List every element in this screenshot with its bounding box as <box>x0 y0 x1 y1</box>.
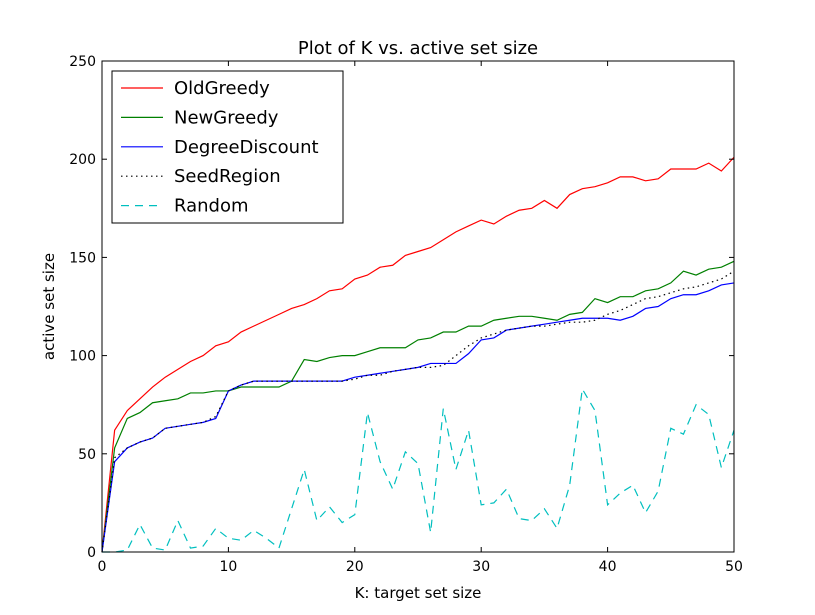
x-tick-label: 40 <box>599 559 617 575</box>
legend: OldGreedy NewGreedy DegreeDiscount SeedRegi… <box>111 70 344 224</box>
series-line-degreediscount <box>101 282 735 553</box>
x-tick-label: 10 <box>219 559 237 575</box>
x-tick-label: 0 <box>98 559 107 575</box>
x-axis-label: K: target set size <box>355 584 482 602</box>
series-line-oldgreedy <box>101 156 735 553</box>
x-tick-label: 30 <box>472 559 490 575</box>
legend-label-degreediscount: DegreeDiscount <box>174 137 319 158</box>
series-line-newgreedy <box>101 260 735 553</box>
y-tick-label: 0 <box>87 545 96 561</box>
y-tick-label: 150 <box>69 250 96 266</box>
y-tick-label: 50 <box>78 447 96 463</box>
y-axis-label: active set size <box>40 253 58 360</box>
series-layer <box>101 156 735 553</box>
y-tick-label: 250 <box>69 54 96 70</box>
series-line-random <box>102 387 735 553</box>
plot-frame <box>101 60 735 553</box>
x-tick-label: 50 <box>725 559 743 575</box>
legend-label-oldgreedy: OldGreedy <box>174 78 270 99</box>
y-tick-label: 100 <box>69 349 96 365</box>
legend-label-newgreedy: NewGreedy <box>174 107 279 128</box>
ticks-layer: 0 10 20 30 40 50 0 50 100 150 200 250 <box>69 54 743 575</box>
legend-label-seedregion: SeedRegion <box>174 166 281 187</box>
chart-title: Plot of K vs. active set size <box>298 38 538 59</box>
y-tick-label: 200 <box>69 152 96 168</box>
legend-label-random: Random <box>174 196 249 217</box>
x-tick-label: 20 <box>346 559 364 575</box>
